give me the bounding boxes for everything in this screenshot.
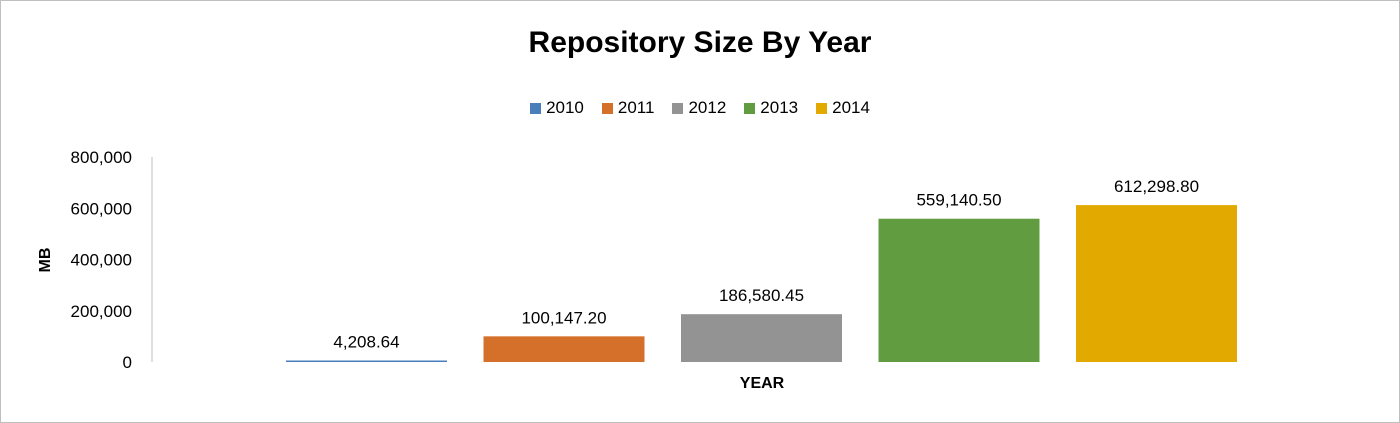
bar-2012 [681,314,842,362]
bar-2014 [1076,205,1237,362]
legend-swatch-2011 [601,102,613,114]
data-labels-group: 4,208.64 100,147.20 186,580.45 559,140.50 61… [333,177,1199,351]
x-axis-title: YEAR [740,375,785,392]
legend-swatch-2010 [530,102,542,114]
legend-swatch-2012 [672,102,684,114]
legend-swatch-2013 [744,102,756,114]
legend-item-2013: 2013 [744,98,798,118]
legend-label-2011: 2011 [617,98,655,117]
legend-label-2013: 2013 [760,98,799,117]
legend-swatch-2014 [816,102,828,114]
chart-legend: 2010 2011 2012 2013 2014 [0,98,1400,118]
data-label-2012: 186,580.45 [719,286,804,305]
data-label-2013: 559,140.50 [916,191,1001,210]
legend-item-2010: 2010 [530,98,584,118]
y-tick-label: 0 [123,353,132,372]
y-axis-title: MB [37,248,54,273]
data-label-2010: 4,208.64 [333,333,399,352]
bars-group [286,205,1237,362]
legend-item-2012: 2012 [672,98,726,118]
chart-title: Repository Size By Year [528,26,872,59]
legend-item-2014: 2014 [816,98,870,118]
legend-label-2014: 2014 [832,98,870,117]
data-label-2014: 612,298.80 [1114,177,1199,196]
bar-2013 [878,218,1040,362]
data-label-2011: 100,147.20 [521,308,606,327]
y-tick-label: 400,000 [71,251,132,270]
y-axis-ticks: 0 200,000 400,000 600,000 800,000 [71,148,132,372]
y-tick-label: 800,000 [71,148,132,167]
y-tick-label: 600,000 [71,199,132,218]
legend-label-2010: 2010 [546,98,584,117]
bar-2010 [286,360,447,362]
bar-2011 [483,336,645,362]
legend-item-2011: 2011 [601,98,655,118]
legend-label-2012: 2012 [688,98,727,117]
y-tick-label: 200,000 [71,302,132,321]
